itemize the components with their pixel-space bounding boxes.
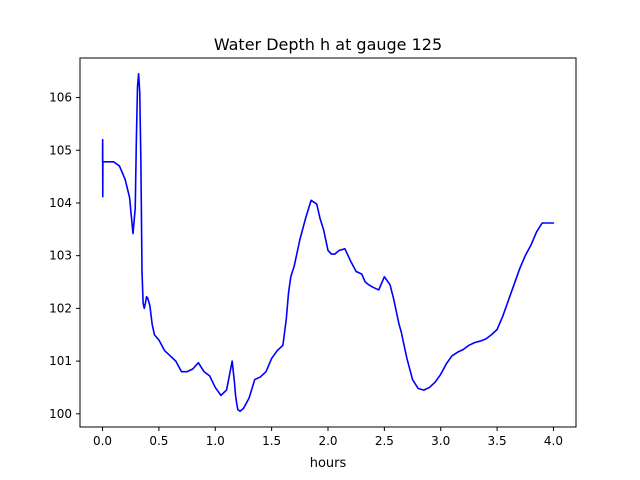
x-tick-label: 1.5 bbox=[262, 434, 281, 448]
y-tick-label: 102 bbox=[49, 301, 72, 315]
y-tick-label: 104 bbox=[49, 196, 72, 210]
y-tick-label: 103 bbox=[49, 249, 72, 263]
x-tick-label: 3.0 bbox=[431, 434, 450, 448]
y-tick-label: 101 bbox=[49, 354, 72, 368]
chart-title: Water Depth h at gauge 125 bbox=[214, 35, 442, 54]
x-tick-label: 3.5 bbox=[488, 434, 507, 448]
x-tick-label: 2.5 bbox=[375, 434, 394, 448]
plot-area bbox=[101, 73, 555, 412]
x-tick-label: 1.0 bbox=[206, 434, 225, 448]
y-tick-label: 100 bbox=[49, 407, 72, 421]
x-tick-label: 0.0 bbox=[93, 434, 112, 448]
series-line-0 bbox=[101, 73, 555, 412]
x-axis-label: hours bbox=[310, 456, 347, 471]
plot-frame bbox=[79, 57, 577, 428]
x-tick-label: 0.5 bbox=[149, 434, 168, 448]
y-axis: 100 101 102 103 104 105 106 bbox=[49, 91, 80, 421]
x-tick-label: 2.0 bbox=[318, 434, 337, 448]
y-tick-label: 106 bbox=[49, 91, 72, 105]
x-axis: 0.0 0.5 1.0 1.5 2.0 2.5 3.0 3.5 4.0 bbox=[93, 427, 563, 448]
x-tick-label: 4.0 bbox=[544, 434, 563, 448]
y-tick-label: 105 bbox=[49, 143, 72, 157]
